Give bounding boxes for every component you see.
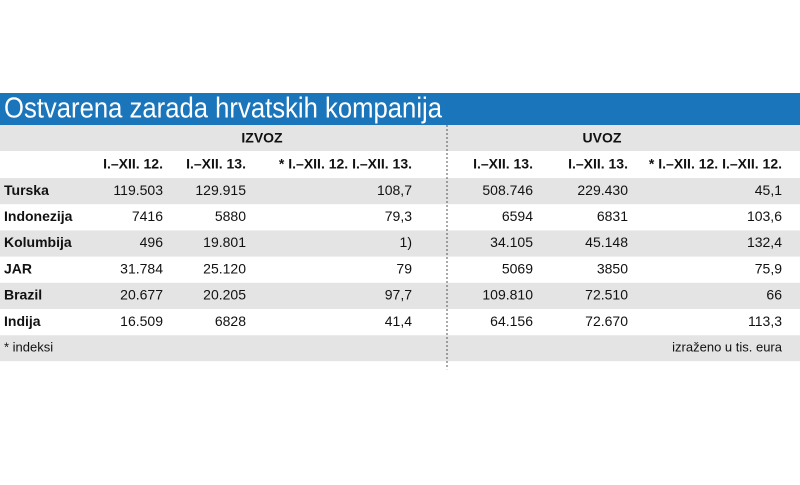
cell: 97,7 (385, 287, 412, 303)
cell: 3850 (597, 260, 628, 276)
cell: 103,6 (747, 208, 782, 224)
footnote: * indeksi (4, 340, 53, 355)
cell: 108,7 (377, 182, 412, 198)
unit-note: izraženo u tis. eura (672, 340, 783, 355)
group-header: IZVOZ (241, 130, 283, 146)
cell: 5880 (215, 208, 246, 224)
cell: 5069 (502, 260, 533, 276)
cell: 1) (400, 234, 412, 250)
cell: 6828 (215, 313, 246, 329)
cell: 66 (766, 287, 782, 303)
row-label: JAR (4, 260, 32, 276)
cell: 20.677 (120, 287, 163, 303)
cell: 25.120 (203, 260, 246, 276)
column-header: I.–XII. 13. (568, 156, 628, 172)
cell: 132,4 (747, 234, 782, 250)
group-header-bg (0, 125, 800, 151)
cell: 41,4 (385, 313, 412, 329)
cell: 6831 (597, 208, 628, 224)
row-bg (0, 230, 800, 257)
cell: 113,3 (748, 313, 782, 329)
cell: 109.810 (482, 287, 533, 303)
cell: 19.801 (203, 234, 246, 250)
cell: 6594 (502, 208, 533, 224)
row-label: Kolumbija (4, 234, 72, 250)
cell: 72.670 (585, 313, 628, 329)
column-header: * I.–XII. 12. I.–XII. 12. (649, 156, 782, 172)
cell: 45,1 (755, 182, 782, 198)
column-header: I.–XII. 13. (473, 156, 533, 172)
footer-bg (0, 335, 800, 362)
title: Ostvarena zarada hrvatskih kompanija (4, 93, 443, 125)
cell: 496 (140, 234, 164, 250)
cell: 72.510 (585, 287, 628, 303)
cell: 508.746 (482, 182, 533, 198)
cell: 75,9 (755, 260, 782, 276)
row-label: Indija (4, 313, 41, 329)
cell: 34.105 (490, 234, 533, 250)
column-header: I.–XII. 13. (186, 156, 246, 172)
cell: 229.430 (577, 182, 628, 198)
column-header: I.–XII. 12. (103, 156, 163, 172)
row-label: Turska (4, 182, 49, 198)
row-label: Indonezija (4, 208, 73, 224)
cell: 45.148 (585, 234, 628, 250)
row-label: Brazil (4, 287, 42, 303)
cell: 20.205 (203, 287, 246, 303)
row-bg (0, 282, 800, 309)
cell: 129.915 (195, 182, 246, 198)
row-bg (0, 178, 800, 205)
cell: 119.503 (113, 182, 163, 198)
cell: 7416 (132, 208, 163, 224)
group-header: UVOZ (583, 130, 622, 146)
title-bar (0, 93, 800, 125)
cell: 31.784 (120, 260, 163, 276)
cell: 79 (396, 260, 412, 276)
cell: 79,3 (385, 208, 412, 224)
cell: 16.509 (120, 313, 163, 329)
cell: 64.156 (490, 313, 533, 329)
column-header: * I.–XII. 12. I.–XII. 13. (279, 156, 412, 172)
